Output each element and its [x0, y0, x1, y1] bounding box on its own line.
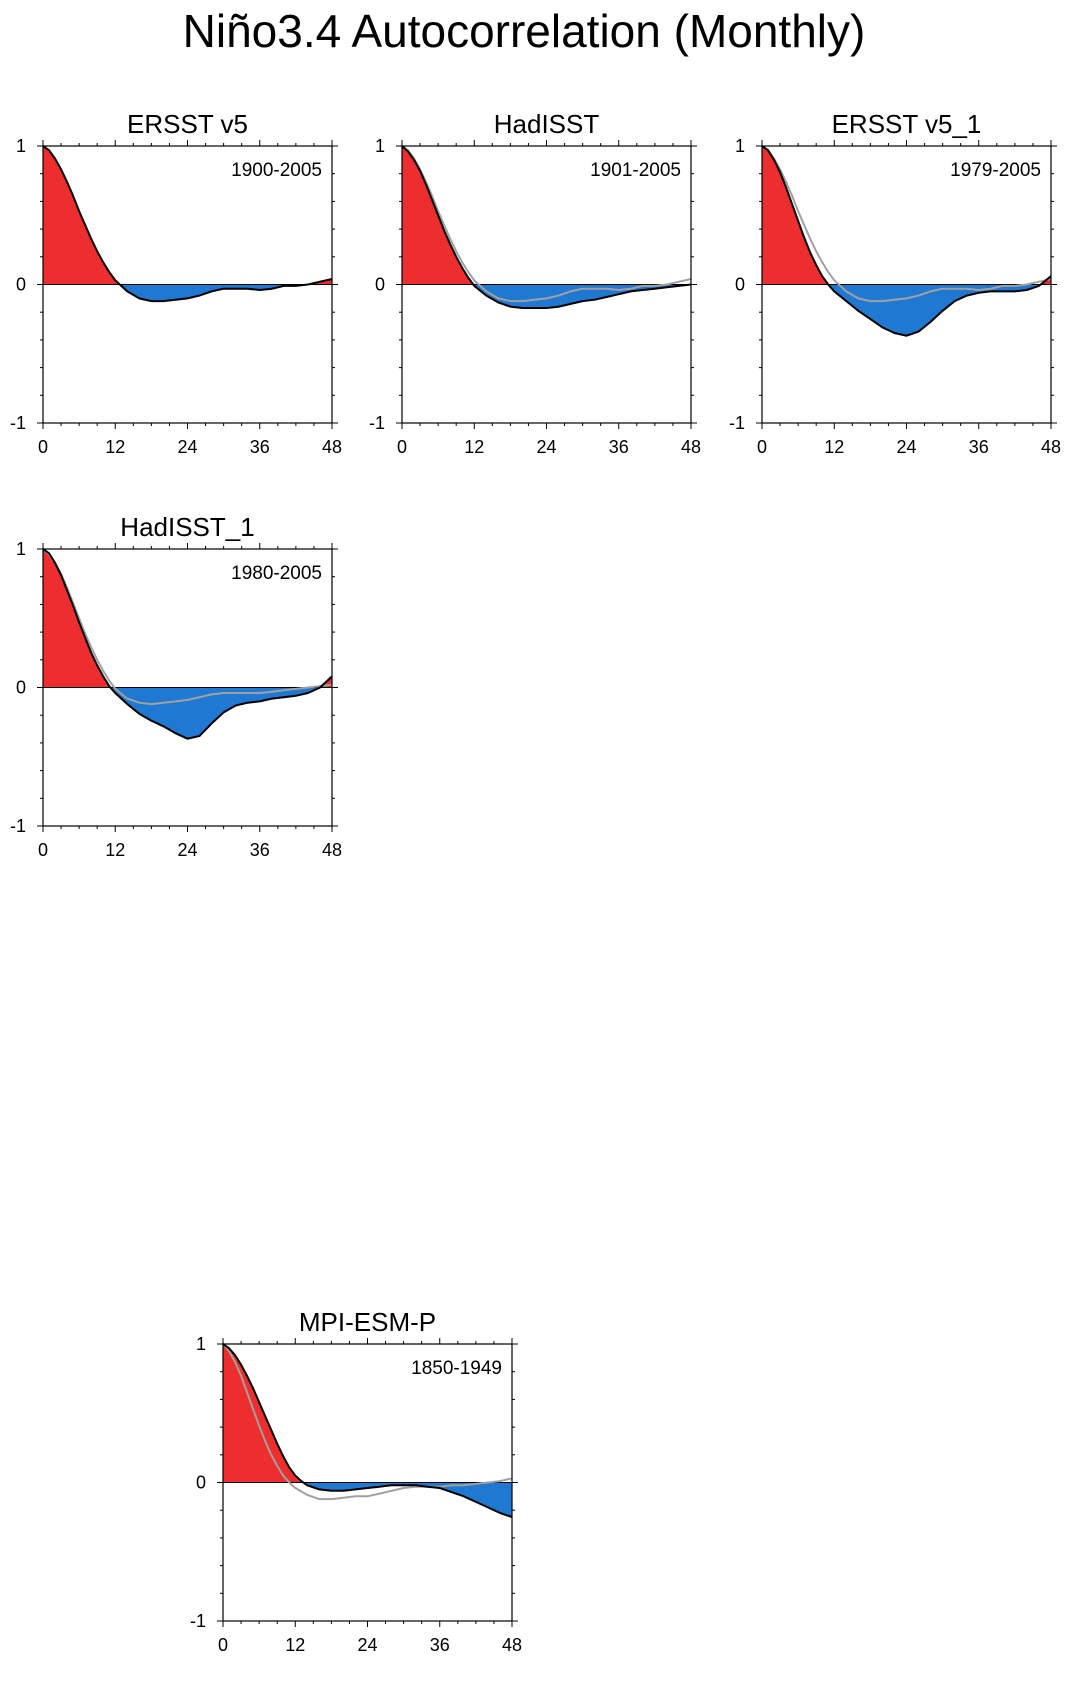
y-tick-label: 1 [16, 539, 26, 559]
x-tick-label: 48 [322, 840, 342, 860]
x-tick-label: 12 [105, 437, 125, 457]
x-tick-label: 12 [285, 1635, 305, 1655]
panel-title: MPI-ESM-P [299, 1307, 436, 1337]
x-tick-label: 12 [464, 437, 484, 457]
chart-panel: 0 12 24 36 48 1 0 -1 ERSST v5 1900-2005 [10, 109, 342, 457]
x-tick-label: 36 [430, 1635, 450, 1655]
positive-area-fill [43, 549, 332, 688]
x-tick-label: 24 [896, 437, 916, 457]
x-tick-label: 36 [250, 437, 270, 457]
x-tick-label: 24 [177, 840, 197, 860]
x-tick-label: 48 [322, 437, 342, 457]
y-tick-label: 0 [735, 275, 745, 295]
y-tick-label: 1 [375, 136, 385, 156]
y-tick-label: -1 [729, 413, 745, 433]
x-tick-label: 36 [609, 437, 629, 457]
negative-area-fill [43, 687, 332, 739]
period-label: 1901-2005 [590, 160, 681, 181]
x-tick-label: 0 [397, 437, 407, 457]
y-tick-label: 0 [16, 275, 26, 295]
reference-series-line [401, 145, 692, 303]
x-tick-label: 24 [536, 437, 556, 457]
reference-series-line [222, 1343, 513, 1501]
model-series-line [401, 145, 692, 309]
panel-title: HadISST_1 [120, 512, 254, 542]
period-label: 1979-2005 [950, 160, 1041, 181]
period-label: 1900-2005 [231, 160, 322, 181]
x-tick-label: 12 [824, 437, 844, 457]
negative-area-fill [762, 284, 1051, 336]
x-tick-label: 48 [1041, 437, 1061, 457]
y-tick-label: 0 [196, 1473, 206, 1493]
period-label: 1850-1949 [411, 1358, 502, 1379]
x-tick-label: 24 [177, 437, 197, 457]
panels-container: 0 12 24 36 48 1 0 -1 ERSST v5 1900-2005 0 12 24 36 48 1… [10, 109, 1061, 1655]
x-tick-label: 0 [38, 437, 48, 457]
reference-series-line [761, 145, 1052, 303]
chart-panel: 0 12 24 36 48 1 0 -1 ERSST v5_1 1979-2005 [729, 109, 1061, 457]
positive-area-fill [762, 146, 1051, 285]
panel-title: ERSST v5 [127, 109, 248, 139]
positive-area-fill [402, 146, 691, 285]
x-tick-label: 0 [38, 840, 48, 860]
x-tick-label: 0 [218, 1635, 228, 1655]
y-tick-label: 0 [16, 678, 26, 698]
panel-title: HadISST [494, 109, 600, 139]
positive-area-fill [43, 146, 332, 285]
y-tick-label: -1 [10, 816, 26, 836]
chart-panel: 0 12 24 36 48 1 0 -1 MPI-ESM-P 1850-1949 [190, 1307, 522, 1655]
negative-area-fill [43, 284, 332, 302]
x-tick-label: 0 [757, 437, 767, 457]
x-tick-label: 36 [969, 437, 989, 457]
x-tick-label: 48 [681, 437, 701, 457]
reference-series-line [42, 548, 333, 706]
y-tick-label: 1 [196, 1334, 206, 1354]
x-tick-label: 36 [250, 840, 270, 860]
model-series-line [222, 1343, 513, 1519]
model-series-line [761, 145, 1052, 337]
chart-panel: 0 12 24 36 48 1 0 -1 HadISST 1901-2005 [369, 109, 701, 457]
model-series-line [42, 145, 333, 303]
x-tick-label: 24 [357, 1635, 377, 1655]
y-tick-label: -1 [10, 413, 26, 433]
model-series-line [42, 548, 333, 740]
y-tick-label: -1 [190, 1611, 206, 1631]
y-tick-label: -1 [369, 413, 385, 433]
positive-area-fill [223, 1344, 512, 1483]
figure-title: Niño3.4 Autocorrelation (Monthly) [183, 5, 866, 57]
period-label: 1980-2005 [231, 563, 322, 584]
panel-title: ERSST v5_1 [832, 109, 982, 139]
y-tick-label: 0 [375, 275, 385, 295]
y-tick-label: 1 [16, 136, 26, 156]
chart-panel: 0 12 24 36 48 1 0 -1 HadISST_1 1980-2005 [10, 512, 342, 860]
y-tick-label: 1 [735, 136, 745, 156]
negative-area-fill [223, 1482, 512, 1518]
x-tick-label: 48 [502, 1635, 522, 1655]
x-tick-label: 12 [105, 840, 125, 860]
